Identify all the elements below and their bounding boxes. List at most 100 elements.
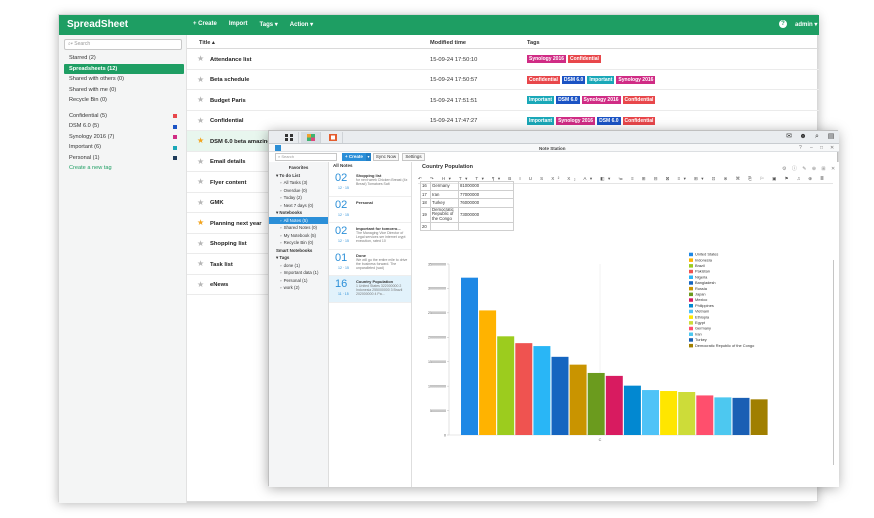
tag-item-important[interactable]: Important (6): [64, 142, 184, 153]
sidebar-item[interactable]: ▫ done (1): [269, 262, 328, 270]
sidebar-item[interactable]: ▫ Shared Notes (0): [269, 224, 328, 232]
table-row[interactable]: ★ Beta schedule 15-09-24 17:50:57 Confident…: [187, 70, 819, 90]
column-header-title[interactable]: Title ▴: [199, 40, 215, 46]
help-icon[interactable]: ?: [799, 145, 802, 151]
search-icon[interactable]: ⌕: [815, 133, 819, 140]
star-icon[interactable]: ★: [197, 95, 205, 104]
create-dropdown-icon[interactable]: ▾: [366, 153, 371, 161]
nav-item-starred[interactable]: Starred (2): [69, 55, 96, 61]
table-row[interactable]: ★ Confidential 15-09-24 17:47:27 Important S…: [187, 111, 819, 131]
sidebar-item[interactable]: ▾ To do List: [269, 172, 328, 180]
tag-badge[interactable]: Important: [527, 116, 555, 125]
close-icon[interactable]: ✕: [830, 145, 835, 151]
table-row[interactable]: 20: [420, 221, 514, 232]
sidebar-item[interactable]: ▫ My Notebook (5): [269, 232, 328, 240]
import-menu-button[interactable]: Import: [228, 21, 248, 27]
tag-badge[interactable]: Synology 2016: [581, 96, 621, 104]
tags-menu-button[interactable]: Tags ▾: [259, 22, 278, 28]
sidebar-item[interactable]: ▫ Overdue (0): [269, 187, 328, 195]
editor-scrollbar[interactable]: [833, 260, 834, 465]
tag-badge[interactable]: Important: [527, 96, 555, 104]
spreadsheet-search-input[interactable]: ⌕▾ Search: [64, 39, 182, 50]
file-title[interactable]: Budget Paris: [210, 97, 246, 104]
sidebar-item[interactable]: ▫ All Tasks (3): [269, 179, 328, 187]
nav-item-shared-with-others[interactable]: Shared with others (0): [69, 76, 125, 82]
tag-badge[interactable]: Synology 2016: [616, 75, 656, 84]
file-title[interactable]: Beta schedule: [210, 77, 250, 83]
taskbar-spreadsheet-app[interactable]: [301, 132, 321, 143]
nav-item-recycle-bin[interactable]: Recycle Bin (0): [69, 97, 107, 103]
star-icon[interactable]: ★: [197, 54, 205, 63]
sidebar-item[interactable]: ▫ Next 7 days (0): [269, 202, 328, 210]
user-menu[interactable]: admin ▾: [795, 22, 818, 28]
tag-badge[interactable]: Synology 2016: [556, 116, 596, 125]
tag-item-personal[interactable]: Personal (1): [64, 153, 184, 164]
create-note-button[interactable]: + Create: [342, 153, 366, 161]
tag-item-synology[interactable]: Synology 2016 (7): [64, 132, 184, 143]
list-item[interactable]: 16 11 · 15 Country Population 1 United Stat…: [329, 276, 411, 303]
note-table[interactable]: 16 Germany 81000000 17 Iran 77000000 18 Turkey 7…: [420, 181, 514, 232]
star-icon[interactable]: ★: [197, 136, 205, 145]
star-icon[interactable]: ★: [197, 279, 205, 289]
star-icon[interactable]: ★: [197, 74, 205, 84]
tag-badge[interactable]: Confidential: [527, 75, 560, 84]
tag-badge[interactable]: Confidential: [622, 116, 656, 125]
star-icon[interactable]: ★: [197, 238, 205, 248]
table-row[interactable]: ★ Budget Paris 15-09-24 17:51:51 Important D…: [187, 90, 819, 111]
sidebar-item[interactable]: ▫ Important data (1): [269, 269, 328, 277]
create-tag-link[interactable]: Create a new tag: [69, 165, 112, 171]
note-actions[interactable]: ⚙ ⓘ ✎ ⊕ ⊞ ✕: [782, 166, 838, 172]
file-title[interactable]: GMK: [210, 200, 224, 206]
file-title[interactable]: Attendance list: [210, 56, 252, 63]
create-menu-button[interactable]: + Create: [193, 21, 217, 27]
file-title[interactable]: DSM 6.0 beta amazing: [210, 138, 271, 145]
settings-button[interactable]: Settings: [402, 153, 425, 161]
star-icon[interactable]: ★: [197, 156, 205, 166]
chat-icon[interactable]: ✉: [786, 133, 792, 140]
file-title[interactable]: Task list: [210, 261, 233, 268]
table-row[interactable]: 19 Democratic Republic of the Congo 730000…: [420, 206, 514, 223]
sync-now-button[interactable]: Sync Now: [373, 153, 399, 161]
file-title[interactable]: Flyer content: [210, 179, 247, 186]
file-title[interactable]: eNews: [210, 282, 229, 288]
action-menu-button[interactable]: Action ▾: [289, 22, 314, 28]
tag-badge[interactable]: Confidential: [568, 55, 601, 63]
tag-badge[interactable]: DSM 6.0: [561, 75, 586, 84]
tag-item-dsm[interactable]: DSM 6.0 (5): [64, 121, 184, 132]
sidebar-item[interactable]: ▾ Tags: [269, 254, 328, 262]
note-title[interactable]: Country Population: [422, 164, 474, 170]
taskbar-note-app[interactable]: [323, 132, 343, 143]
star-icon[interactable]: ★: [197, 177, 205, 186]
note-search-input[interactable]: ⌕ Search: [275, 153, 337, 161]
widgets-icon[interactable]: ▤: [827, 133, 835, 140]
nav-item-spreadsheets[interactable]: Spreadsheets (12): [64, 63, 184, 74]
user-icon[interactable]: ☻: [799, 133, 807, 140]
sidebar-item[interactable]: ▫ Today (2): [269, 194, 328, 202]
column-header-tags[interactable]: Tags: [527, 40, 540, 46]
main-menu-button[interactable]: [279, 132, 299, 143]
file-title[interactable]: Email details: [210, 159, 246, 165]
tag-badge[interactable]: DSM 6.0: [597, 116, 621, 125]
nav-item-shared-with-me[interactable]: Shared with me (0): [69, 86, 117, 93]
file-title[interactable]: Shopping list: [210, 241, 247, 247]
list-item[interactable]: 01 12 · 15 Done We will go the entire mile …: [329, 250, 411, 276]
table-row[interactable]: ★ Attendance list 15-09-24 17:50:10 Synolog…: [187, 49, 819, 70]
file-title[interactable]: Planning next year: [210, 220, 262, 227]
tag-badge[interactable]: DSM 6.0: [556, 96, 580, 104]
sidebar-item[interactable]: ▫ Personal (1): [269, 277, 328, 285]
star-icon[interactable]: ★: [197, 197, 205, 207]
list-item[interactable]: 02 12 · 15 Shopping list for next week Chic…: [329, 170, 411, 197]
star-icon[interactable]: ★: [197, 115, 205, 125]
file-title[interactable]: Confidential: [210, 118, 244, 124]
tag-badge[interactable]: Synology 2016: [527, 55, 567, 63]
sidebar-item[interactable]: ▾ Notebooks: [269, 209, 328, 217]
minimize-icon[interactable]: –: [810, 145, 813, 151]
format-toolbar[interactable]: ↶ ↷ H▾ T▾ T▾ ¶▾ B I U S X² X₂ A▾ ◧▾ ≔ ≡ …: [418, 176, 833, 184]
sidebar-item[interactable]: ▫ work (2): [269, 284, 328, 292]
star-icon[interactable]: ★: [197, 218, 205, 227]
sidebar-item[interactable]: ▫ All Notes (5): [269, 216, 328, 224]
table-cell[interactable]: [458, 221, 514, 232]
maximize-icon[interactable]: □: [820, 145, 824, 151]
tag-item-confidential[interactable]: Confidential (5): [64, 111, 184, 122]
help-icon[interactable]: ?: [779, 20, 787, 28]
